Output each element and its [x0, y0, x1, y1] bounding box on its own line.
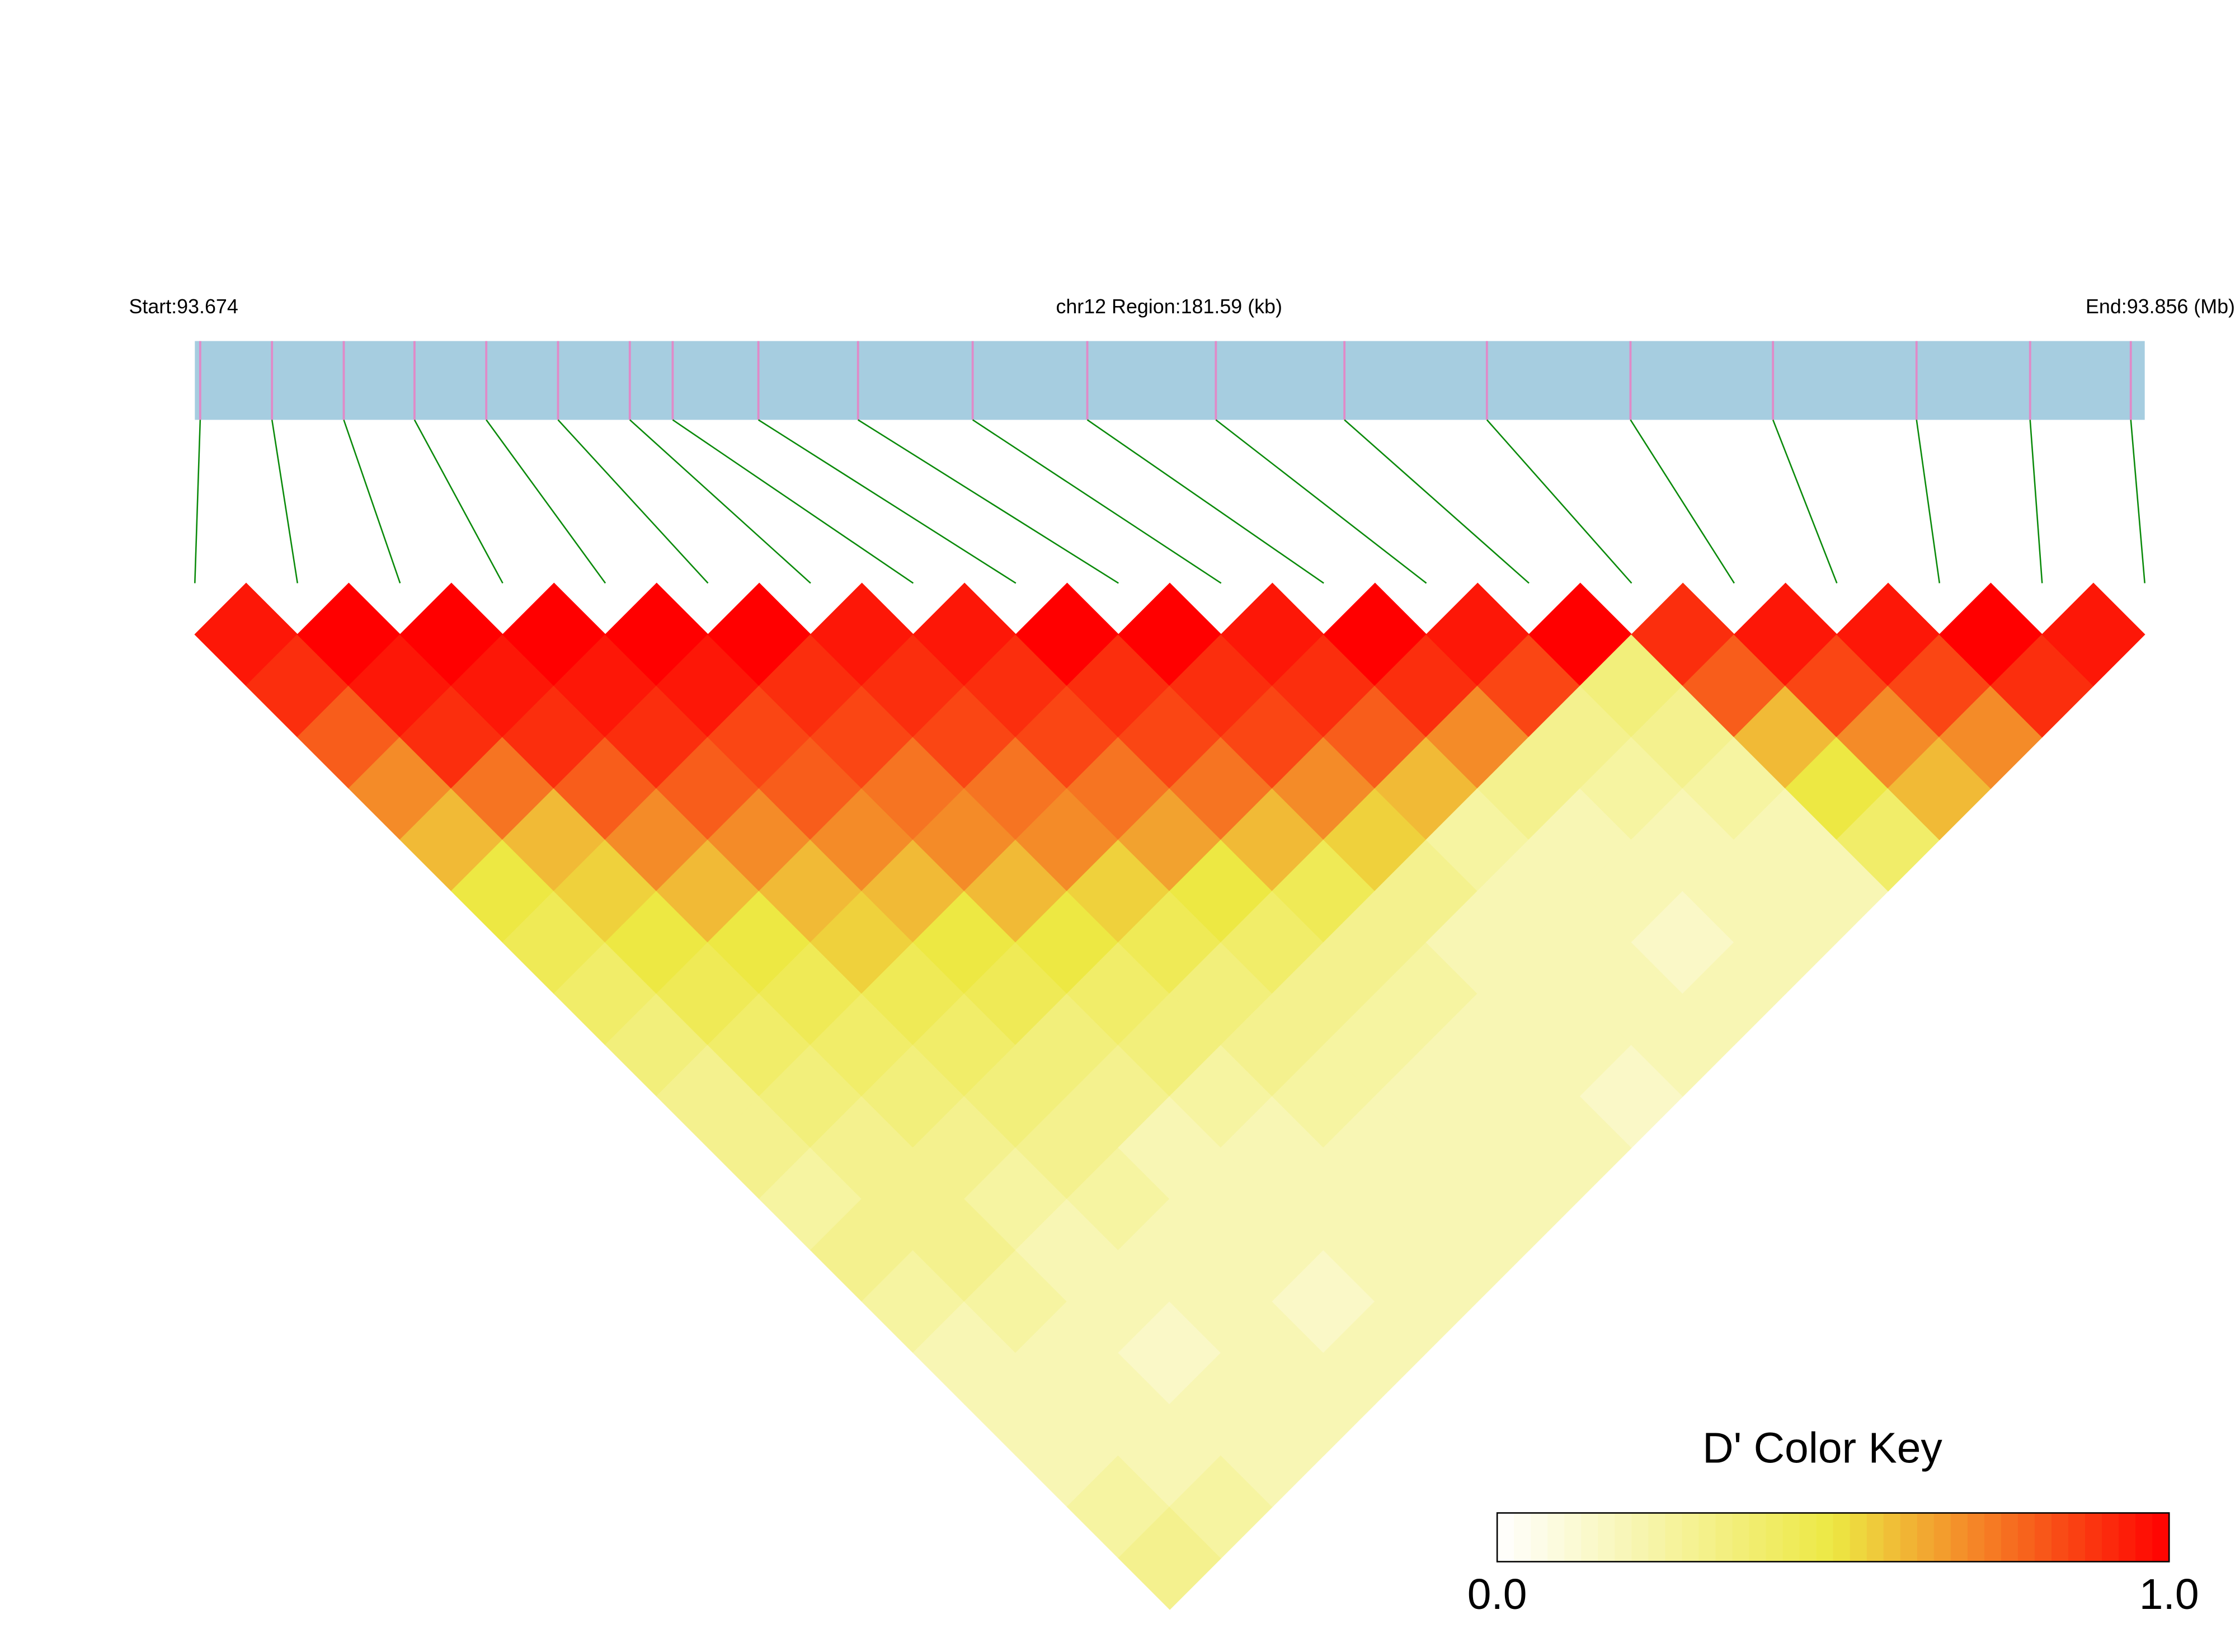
- key-swatch: [2085, 1513, 2103, 1562]
- key-swatch: [1866, 1513, 1885, 1562]
- snp-link: [629, 419, 811, 584]
- snp-bar: [195, 341, 2145, 420]
- snp-link: [486, 419, 606, 584]
- key-frame: [1496, 1512, 2170, 1562]
- key-swatch: [1766, 1513, 1784, 1562]
- snp-link: [271, 420, 298, 583]
- snp-link: [2130, 420, 2145, 583]
- key-swatch: [1917, 1513, 1935, 1562]
- snp-link: [757, 419, 1017, 584]
- key-swatch: [1531, 1513, 1549, 1562]
- key-swatch: [2001, 1513, 2019, 1562]
- key-swatch: [1883, 1513, 1902, 1562]
- key-swatch: [1665, 1513, 1683, 1562]
- key-swatch: [1715, 1513, 1733, 1562]
- key-swatch: [1833, 1513, 1851, 1562]
- key-swatch: [1615, 1513, 1632, 1562]
- key-swatch: [1850, 1513, 1868, 1562]
- key-swatch: [1648, 1513, 1666, 1562]
- key-swatch: [1631, 1513, 1649, 1562]
- key-swatch: [1900, 1513, 1918, 1562]
- start-label: Start:93.674: [129, 295, 238, 318]
- snp-link: [1215, 419, 1427, 584]
- snp-link: [413, 419, 504, 584]
- key-swatch: [2017, 1513, 2036, 1562]
- key-tick-label: 0.0: [1467, 1570, 1527, 1618]
- key-swatch: [1933, 1513, 1952, 1562]
- snp-link: [194, 420, 201, 583]
- snp-link: [2029, 420, 2043, 583]
- key-swatch: [1732, 1513, 1750, 1562]
- snp-link: [1344, 419, 1530, 584]
- key-swatch: [1514, 1513, 1532, 1562]
- snp-link: [557, 419, 709, 584]
- key-swatch: [2102, 1513, 2120, 1562]
- snp-link: [972, 419, 1222, 584]
- snp-link: [1486, 419, 1632, 584]
- key-swatch: [1782, 1513, 1800, 1562]
- key-swatch: [2135, 1513, 2153, 1562]
- key-swatch: [1799, 1513, 1817, 1562]
- key-swatch: [1497, 1513, 1515, 1562]
- key-swatch: [1967, 1513, 1985, 1562]
- key-swatch: [1950, 1513, 1969, 1562]
- snp-link: [672, 419, 914, 584]
- key-swatch: [1598, 1513, 1616, 1562]
- key-swatch: [2152, 1513, 2170, 1562]
- snp-link: [1630, 419, 1735, 584]
- key-tick-label: 1.0: [2139, 1570, 2199, 1618]
- key-swatch: [1984, 1513, 2002, 1562]
- key-swatch: [1749, 1513, 1767, 1562]
- snp-link: [1772, 420, 1838, 583]
- region-label: chr12 Region:181.59 (kb): [1056, 295, 1282, 318]
- key-swatch: [2068, 1513, 2086, 1562]
- snp-link: [343, 420, 401, 583]
- ld-cell: [2041, 582, 2145, 686]
- key-swatch: [2034, 1513, 2053, 1562]
- key-swatch: [1682, 1513, 1700, 1562]
- key-swatch: [1816, 1513, 1834, 1562]
- snp-link: [858, 419, 1119, 584]
- key-swatch: [1581, 1513, 1599, 1562]
- key-title: D' Color Key: [1702, 1424, 1942, 1472]
- key-swatch: [2119, 1513, 2137, 1562]
- key-swatch: [1547, 1513, 1565, 1562]
- snp-link: [1916, 420, 1941, 583]
- snp-link: [1086, 419, 1324, 584]
- key-swatch: [2052, 1513, 2069, 1562]
- end-label: End:93.856 (Mb): [2086, 295, 2235, 318]
- key-swatch: [1564, 1513, 1582, 1562]
- key-swatch: [1698, 1513, 1716, 1562]
